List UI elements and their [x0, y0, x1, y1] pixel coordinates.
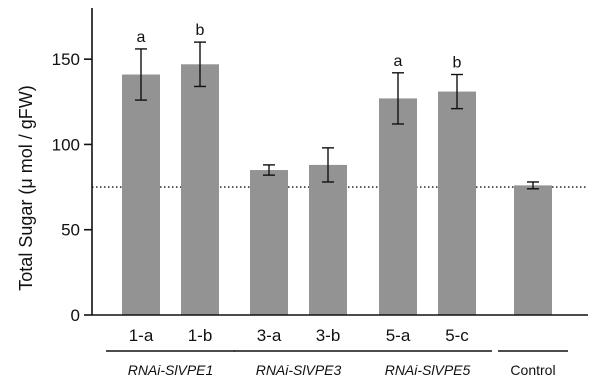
- group-label: Control: [510, 362, 555, 378]
- group-label: RNAi-SlVPE1: [128, 362, 214, 378]
- category-label: 3-a: [257, 326, 282, 345]
- bar-5-a: [379, 98, 417, 316]
- significance-label: b: [453, 55, 462, 72]
- group-label: RNAi-SlVPE5: [385, 362, 471, 378]
- y-tick-label: 150: [52, 50, 80, 69]
- significance-label: b: [196, 22, 205, 39]
- category-label: 5-c: [445, 326, 469, 345]
- bar-1-b: [181, 64, 219, 316]
- bar-3-a: [250, 170, 288, 315]
- group-label: RNAi-SlVPE3: [256, 362, 342, 378]
- y-axis-title: Total Sugar (μ mol / gFW): [16, 85, 36, 290]
- y-tick-label: 0: [71, 306, 80, 325]
- category-label: 1-b: [188, 326, 213, 345]
- bar-5-c: [438, 91, 476, 315]
- category-label: 1-a: [129, 326, 154, 345]
- bar-control: [514, 185, 552, 315]
- bar-3-b: [309, 164, 347, 315]
- significance-label: a: [137, 29, 146, 46]
- y-tick-label: 50: [61, 221, 80, 240]
- bar-1-a: [122, 74, 160, 316]
- plot-area: a 1-a b 1-b 3-a 3-b a 5-a b 5-c 0 50 100 150 RNAi-SlVP…: [52, 8, 588, 378]
- category-label: 3-b: [316, 326, 341, 345]
- category-label: 5-a: [386, 326, 411, 345]
- y-tick-label: 100: [52, 135, 80, 154]
- significance-label: a: [394, 53, 403, 70]
